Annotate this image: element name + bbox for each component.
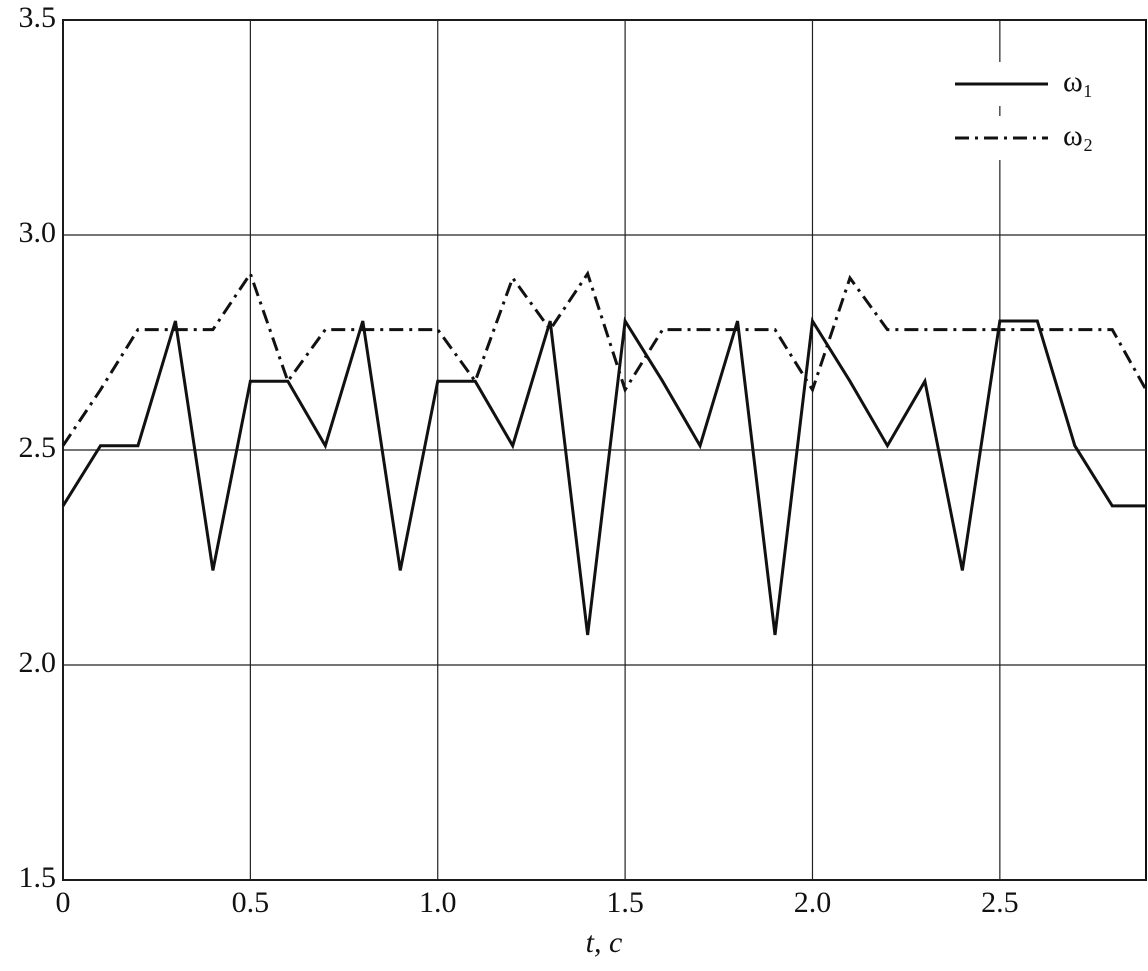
legend-bg [949, 116, 1129, 160]
x-tick-label: 2.5 [981, 886, 1019, 919]
y-tick-label: 2.0 [19, 646, 57, 679]
legend-label: ω₁ [1063, 65, 1093, 98]
x-tick-label: 0.5 [232, 886, 270, 919]
y-tick-label: 3.5 [19, 1, 57, 34]
x-tick-label: 2.0 [794, 886, 832, 919]
x-axis-label: t, c [586, 926, 623, 959]
y-tick-label: 3.0 [19, 216, 57, 249]
x-tick-label: 1.5 [606, 886, 644, 919]
series-line [61, 270, 1148, 447]
x-tick-label: 1.0 [419, 886, 457, 919]
x-tick-label: 0 [56, 886, 71, 919]
y-tick-label: 2.5 [19, 431, 57, 464]
series-line [61, 316, 1146, 636]
y-tick-label: 1.5 [19, 861, 57, 894]
legend-label: ω₂ [1063, 119, 1093, 152]
